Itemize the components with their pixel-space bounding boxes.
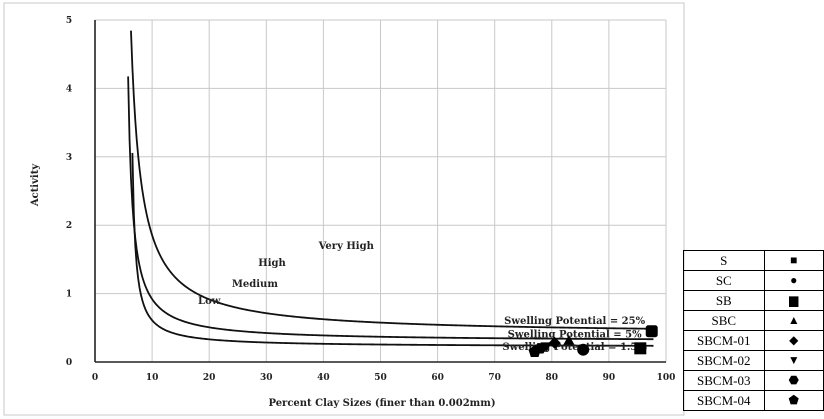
- data-markers: [528, 325, 658, 357]
- curve-label: Swelling Potential = 1.5%: [502, 342, 647, 353]
- x-tick-label: 100: [657, 373, 676, 383]
- legend-label: SBC: [683, 310, 765, 331]
- legend-label: SBCM-04: [683, 390, 765, 411]
- x-tick-label: 10: [146, 373, 159, 383]
- marker-sbcm-04: [528, 345, 541, 357]
- legend-row: SBCM-04 ⬟: [683, 390, 824, 411]
- legend-symbol-icon: ⬣: [763, 370, 824, 391]
- legend-label: SBCM-01: [683, 330, 765, 351]
- region-label: Very High: [318, 241, 375, 252]
- curve-label: Swelling Potential = 25%: [504, 316, 645, 327]
- legend-label: SBCM-03: [683, 370, 765, 391]
- y-tick-label: 2: [66, 221, 72, 231]
- legend-row: SC ●: [683, 270, 824, 291]
- y-tick-label: 3: [66, 153, 72, 163]
- region-label: Low: [198, 296, 221, 307]
- legend-symbol-icon: ▼: [763, 350, 824, 371]
- x-tick-label: 0: [92, 373, 98, 383]
- marker-sc: [577, 343, 590, 356]
- marker-sb: [645, 325, 658, 338]
- x-tick-label: 60: [431, 373, 444, 383]
- x-tick-label: 30: [260, 373, 273, 383]
- x-tick-label: 20: [203, 373, 216, 383]
- y-tick-label: 5: [66, 16, 72, 26]
- legend-label: SBCM-02: [683, 350, 765, 371]
- annotations: Low Medium High Very High Swelling Potential…: [198, 241, 647, 353]
- legend-label: SC: [683, 270, 765, 291]
- legend-symbol-icon: ▆: [763, 290, 824, 311]
- legend-row: SB ▆: [683, 290, 824, 311]
- swelling-curve: [127, 76, 654, 341]
- legend-row: S ■: [683, 250, 824, 271]
- legend-symbol-icon: ■: [763, 250, 824, 271]
- swelling-curve: [130, 30, 654, 330]
- legend-label: SB: [683, 290, 765, 311]
- legend-row: SBCM-01 ◆: [683, 330, 824, 351]
- legend-row: SBC ▲: [683, 310, 824, 331]
- x-tick-label: 70: [488, 373, 501, 383]
- marker-sbc: [563, 334, 575, 345]
- legend-row: SBCM-02 ▼: [683, 350, 824, 371]
- legend-label: S: [683, 250, 765, 271]
- marker-s: [634, 342, 647, 355]
- x-axis-title: Percent Clay Sizes (finer than 0.002mm): [268, 398, 495, 409]
- legend-symbol-icon: ●: [763, 270, 824, 291]
- axes: 0 10 20 30 40 50 60 70 80 90 100 0 1 2 3 4 5: [66, 16, 676, 383]
- legend-symbol-icon: ◆: [763, 330, 824, 351]
- curve-label: Swelling Potential = 5%: [508, 330, 643, 341]
- swelling-curve: [131, 152, 654, 347]
- x-tick-label: 40: [317, 373, 330, 383]
- legend-symbol-icon: ⬟: [763, 390, 824, 411]
- legend-symbol-icon: ▲: [763, 310, 824, 331]
- region-label: Medium: [232, 279, 278, 290]
- x-tick-label: 50: [374, 373, 387, 383]
- y-tick-label: 0: [66, 358, 72, 368]
- legend-row: SBCM-03 ⬣: [683, 370, 824, 391]
- y-axis-title: Activity: [30, 163, 41, 207]
- x-tick-label: 90: [603, 373, 616, 383]
- x-tick-label: 80: [546, 373, 559, 383]
- y-tick-label: 1: [66, 290, 72, 300]
- y-tick-label: 4: [66, 84, 72, 94]
- curves: [127, 30, 654, 347]
- region-label: High: [258, 258, 286, 269]
- marker-sbcm-01: [548, 336, 561, 349]
- legend-table: S ■ SC ● SB ▆ SBC ▲ SBCM-01 ◆ SBCM-02 ▼ SBCM-03 ⬣ SBCM…: [683, 250, 824, 411]
